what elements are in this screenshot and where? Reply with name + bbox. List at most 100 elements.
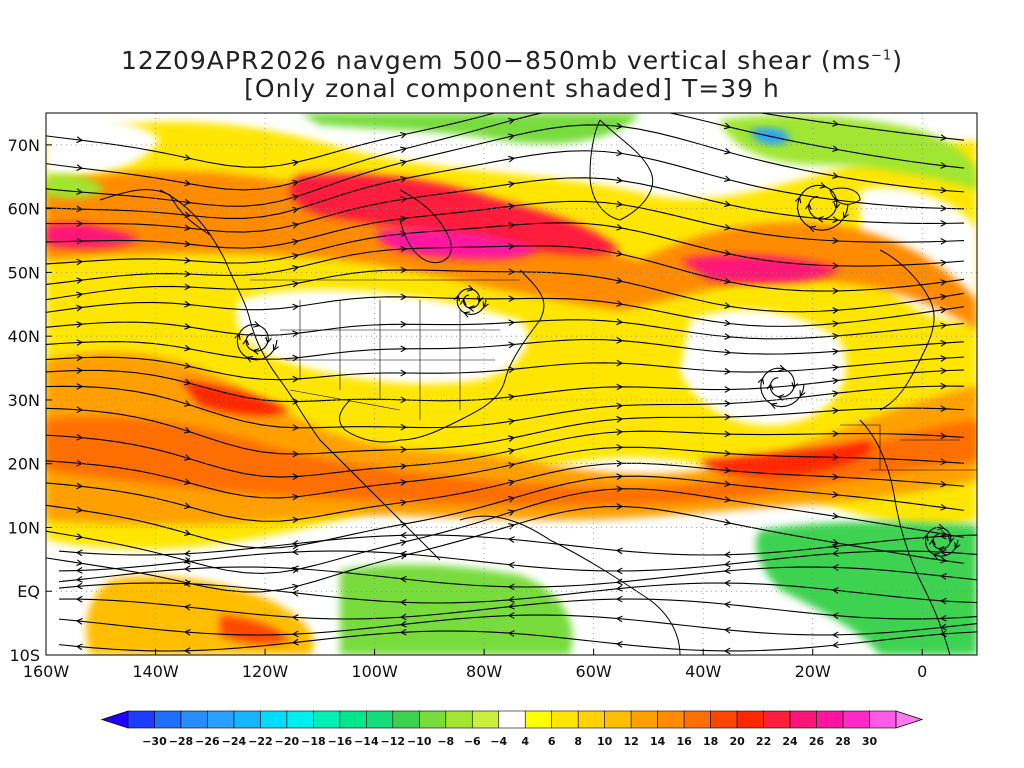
streamline-arrow (766, 383, 774, 391)
streamline-arrow (183, 557, 191, 565)
streamline (46, 475, 965, 549)
colorbar-label: 6 (548, 735, 556, 748)
y-tick-label: 30N (8, 391, 40, 410)
streamline (46, 150, 965, 219)
streamline-arrow (940, 238, 948, 245)
streamline-arrow (400, 176, 408, 183)
streamline-arrow (184, 529, 192, 537)
streamline-arrow (508, 418, 516, 425)
colorbar-label: −26 (195, 735, 220, 748)
streamline-arrow (292, 450, 300, 458)
streamline-arrow (940, 382, 948, 390)
streamline-arrow (292, 238, 300, 246)
streamline-arrow (76, 506, 84, 514)
streamline-arrow (832, 348, 840, 355)
colorbar-swatch (392, 710, 420, 729)
y-tick-label: 40N (8, 327, 40, 346)
colorbar-label: 28 (835, 735, 850, 748)
streamline-arrow (76, 354, 84, 362)
streamline-arrow (184, 427, 192, 434)
y-tick-label: 20N (8, 455, 40, 474)
streamline-arrow (76, 304, 84, 312)
streamline-arrow (76, 164, 84, 171)
streamline-arrow (940, 432, 948, 440)
streamline-arrow (508, 366, 516, 373)
streamline-arrow (507, 561, 515, 569)
streamline-arrow (508, 393, 516, 401)
streamline-arrow (939, 630, 947, 638)
streamline-arrow (400, 479, 408, 486)
streamline (46, 446, 965, 499)
streamline-arrow (184, 378, 192, 386)
colorbar-swatch (789, 710, 817, 729)
streamline-arrow (76, 188, 84, 196)
streamline-arrow (770, 402, 778, 410)
x-tick-label: 120W (242, 662, 289, 681)
streamline-arrow (724, 413, 732, 421)
streamline-arrow (400, 320, 408, 328)
colorbar-swatch (127, 710, 155, 729)
colorbar-label: 4 (521, 735, 529, 748)
streamline-arrow (76, 339, 84, 346)
streamline-arrow (265, 336, 272, 344)
streamline-arrow (794, 196, 802, 204)
streamline-arrow (816, 216, 824, 223)
coast-alaska (99, 189, 211, 236)
colorbar-label: −10 (407, 735, 432, 748)
colorbar-swatch (445, 710, 473, 729)
streamline-arrow (724, 104, 730, 110)
streamline-arrow (399, 575, 407, 583)
streamline-arrow (940, 293, 948, 301)
streamline (46, 505, 965, 593)
streamline-arrow (292, 179, 300, 187)
streamline-arrow (400, 230, 408, 238)
colorbar-label: −12 (381, 735, 406, 748)
streamline-arrow (272, 344, 279, 352)
streamline-arrow (615, 615, 623, 623)
streamline-arrow (76, 321, 84, 328)
colorbar-label: 14 (650, 735, 666, 748)
streamline (58, 566, 977, 588)
streamline-arrow (617, 103, 622, 109)
streamline-arrow (399, 550, 407, 558)
colorbar-arrow-high (895, 710, 924, 729)
streamline (46, 200, 965, 249)
streamline-arrow (616, 149, 624, 157)
streamline-arrow (76, 383, 84, 390)
streamline (46, 356, 965, 381)
colorbar-swatch (604, 710, 632, 729)
shading-jet-canada (289, 173, 620, 256)
colorbar-swatch (260, 710, 288, 729)
colorbar-label: −20 (275, 735, 300, 748)
shading-jet-subtropic-pac (180, 380, 290, 416)
streamline-arrow (724, 348, 732, 356)
streamline (46, 296, 965, 327)
streamline-arrow (400, 423, 408, 431)
streamline-arrow (75, 595, 83, 603)
streamline-arrow (400, 521, 408, 528)
colorbar-swatch (471, 710, 500, 729)
streamline-arrow (615, 578, 623, 586)
colorbar-label: 24 (782, 735, 798, 748)
streamline-arrow (616, 176, 624, 184)
streamline-arrow (400, 146, 408, 154)
streamline-arrow (723, 601, 731, 608)
streamline-arrow (508, 106, 514, 112)
streamline-arrow (76, 533, 84, 540)
colorbar-swatch (207, 710, 235, 729)
streamline (58, 598, 977, 620)
colorbar-swatch (498, 710, 526, 729)
streamline-arrow (399, 599, 407, 606)
streamline-arrow (819, 182, 827, 189)
streamline-arrow (615, 585, 623, 592)
streamline-arrow (940, 134, 948, 141)
streamline-arrow (724, 249, 732, 257)
colorbar-swatch (286, 710, 314, 729)
colorbar-swatch (710, 710, 738, 729)
streamline (58, 630, 977, 652)
streamline (925, 526, 959, 557)
streamline-arrow (75, 575, 83, 583)
streamline-arrow (76, 559, 84, 567)
streamline (46, 385, 965, 429)
